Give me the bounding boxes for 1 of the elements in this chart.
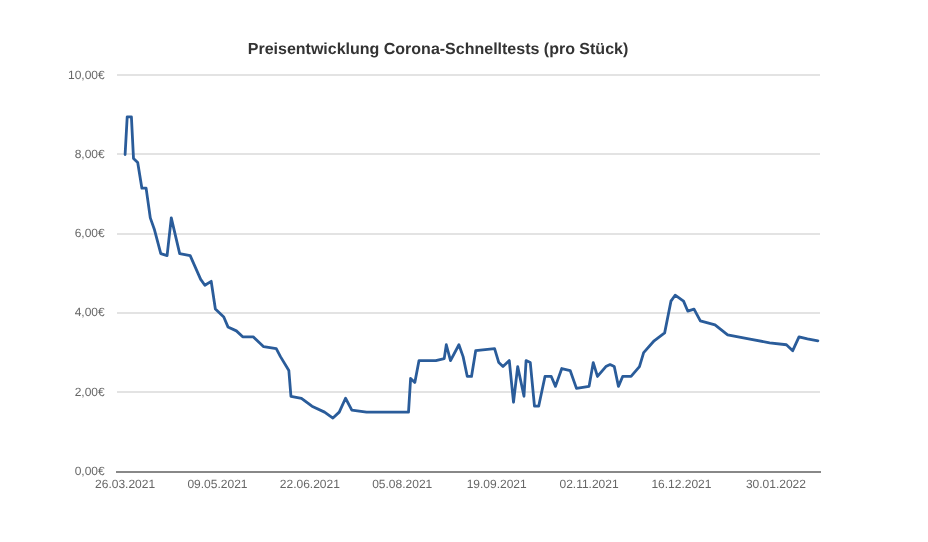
chart-title: Preisentwicklung Corona-Schnelltests (pro Stück) <box>247 40 629 59</box>
